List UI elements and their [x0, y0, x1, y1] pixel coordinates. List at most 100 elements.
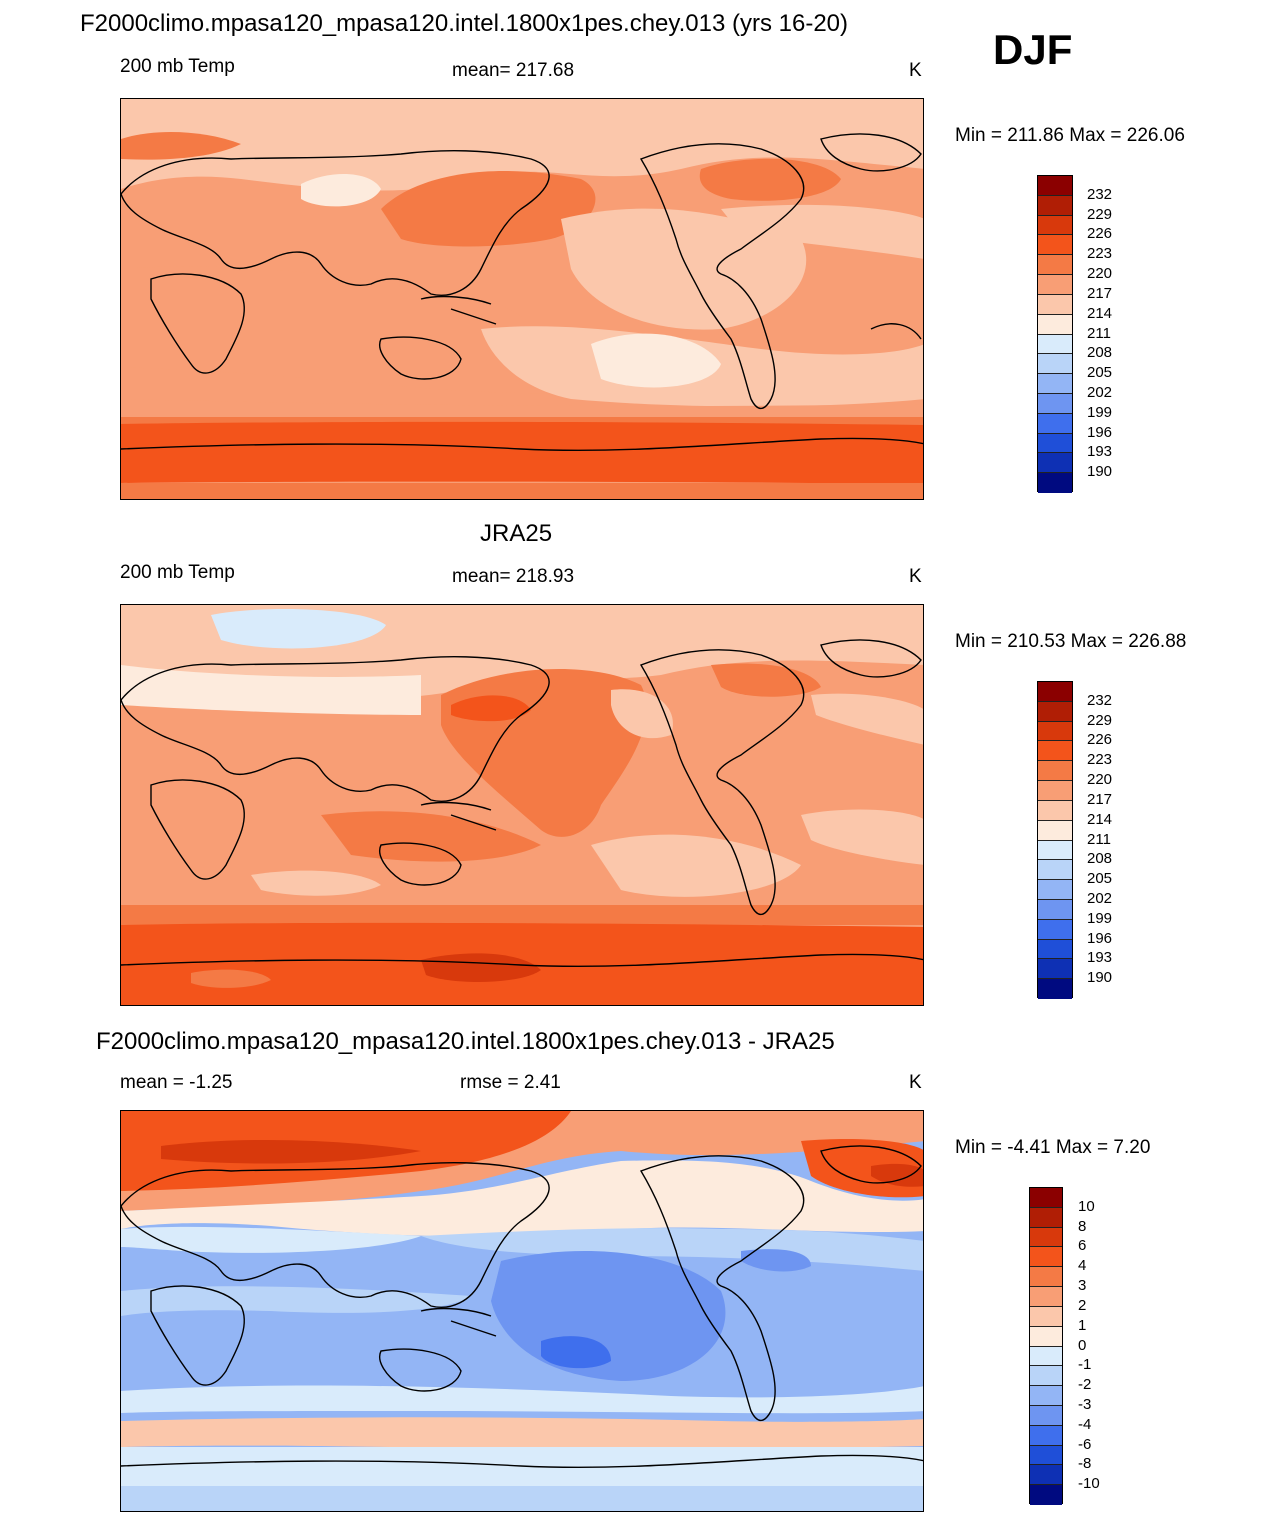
panel3-colorbar-swatch: [1030, 1465, 1062, 1486]
panel3-colorbar-swatch: [1030, 1366, 1062, 1387]
panel3-colorbar-label: 3: [1078, 1277, 1087, 1295]
panel1-colorbar-label: 205: [1087, 364, 1113, 382]
panel2-colorbar-label: 205: [1087, 870, 1113, 888]
panel2-minmax: Min = 210.53 Max = 226.88: [955, 631, 1187, 652]
panel2-colorbar-swatch: [1038, 919, 1072, 940]
panel2-colorbar-swatch: [1038, 899, 1072, 920]
panel1-colorbar-label: 211: [1087, 324, 1111, 342]
panel3-contour-field: [121, 1111, 923, 1511]
panel2-colorbar-label: 214: [1087, 810, 1113, 828]
panel3-colorbar-label: 8: [1078, 1217, 1087, 1235]
panel3-colorbar-swatch: [1030, 1445, 1062, 1466]
panel1-colorbar-label: 202: [1087, 383, 1113, 401]
panel1-colorbar-label: 226: [1087, 225, 1113, 243]
panel2-colorbar-swatch: [1038, 840, 1072, 861]
panel1-colorbar-label: 193: [1087, 443, 1113, 461]
panel2-colorbar-swatch: [1038, 781, 1072, 801]
panel2-colorbar-swatch: [1038, 880, 1072, 900]
panel2-colorbar-swatch: [1038, 820, 1072, 841]
panel1-colorbar-swatch: [1038, 275, 1072, 295]
panel2-colorbar-label: 232: [1087, 691, 1113, 709]
panel3-colorbar-label: -10: [1078, 1475, 1100, 1493]
panel1-colorbar-swatch: [1038, 334, 1072, 355]
panel1-colorbar-swatch: [1038, 374, 1072, 394]
panel1-colorbar-swatch: [1038, 176, 1072, 196]
panel2-contour-field: [121, 605, 923, 1005]
panel3-title: F2000climo.mpasa120_mpasa120.intel.1800x…: [96, 1028, 835, 1055]
panel3-colorbar-label: 6: [1078, 1237, 1087, 1255]
panel3-units-label: K: [909, 1072, 922, 1093]
panel1-colorbar-label: 190: [1087, 463, 1113, 481]
panel3-colorbar-label: -2: [1078, 1376, 1092, 1394]
season-label: DJF: [993, 26, 1073, 73]
panel1-mean-label: mean= 217.68: [452, 60, 575, 81]
panel1-colorbar-label: 220: [1087, 265, 1113, 283]
panel2-colorbar-label: 226: [1087, 731, 1113, 749]
panel2-colorbar-swatch: [1038, 939, 1072, 960]
panel1-colorbar-swatch: [1038, 354, 1072, 375]
panel2-colorbar-label: 211: [1087, 830, 1111, 848]
panel1-colorbar-swatch: [1038, 393, 1072, 414]
panel2-colorbar-label: 208: [1087, 850, 1113, 868]
panel1-colorbar-swatch: [1038, 453, 1072, 474]
panel1-colorbar-swatch: [1038, 413, 1072, 434]
panel3-colorbar-label: -8: [1078, 1455, 1092, 1473]
panel3-colorbar-label: 4: [1078, 1257, 1087, 1275]
panel2-colorbar-label: 193: [1087, 949, 1113, 967]
panel2-colorbar: [1037, 681, 1073, 999]
panel3-colorbar-label: 0: [1078, 1336, 1087, 1354]
panel3-colorbar-swatch: [1030, 1405, 1062, 1426]
panel1-colorbar-label: 229: [1087, 205, 1113, 223]
panel1-colorbar-swatch: [1038, 255, 1072, 276]
panel1-colorbar: [1037, 175, 1073, 493]
panel2-colorbar-swatch: [1038, 979, 1072, 999]
panel1-colorbar-label: 232: [1087, 185, 1113, 203]
panel2-colorbar-label: 223: [1087, 751, 1113, 769]
panel3-rmse-label: rmse = 2.41: [460, 1072, 561, 1093]
panel3-colorbar-swatch: [1030, 1306, 1062, 1327]
panel3-colorbar-swatch: [1030, 1267, 1062, 1288]
panel2-variable-label: 200 mb Temp: [120, 562, 235, 583]
panel2-map: [120, 604, 924, 1006]
panel1-colorbar-label: 214: [1087, 304, 1113, 322]
panel2-mean-label: mean= 218.93: [452, 566, 575, 587]
panel3-map: [120, 1110, 924, 1512]
panel1-colorbar-swatch: [1038, 473, 1072, 493]
panel2-colorbar-swatch: [1038, 800, 1072, 821]
panel3-colorbar-swatch: [1030, 1247, 1062, 1268]
panel3-colorbar-swatch: [1030, 1227, 1062, 1248]
panel2-colorbar-label: 220: [1087, 771, 1113, 789]
panel1-map: [120, 98, 924, 500]
panel2-colorbar-swatch: [1038, 959, 1072, 980]
panel2-colorbar-label: 229: [1087, 711, 1113, 729]
panel3-mean-label: mean = -1.25: [120, 1072, 233, 1093]
panel1-units-label: K: [909, 60, 922, 81]
panel2-colorbar-label: 196: [1087, 929, 1113, 947]
panel2-colorbar-label: 202: [1087, 889, 1113, 907]
panel1-colorbar-label: 223: [1087, 245, 1113, 263]
panel3-colorbar-swatch: [1030, 1346, 1062, 1367]
panel1-colorbar-label: 217: [1087, 284, 1113, 302]
panel3-colorbar-swatch: [1030, 1425, 1062, 1446]
panel2-colorbar-swatch: [1038, 682, 1072, 702]
panel1-title: F2000climo.mpasa120_mpasa120.intel.1800x…: [80, 10, 849, 37]
panel3-colorbar-swatch: [1030, 1287, 1062, 1307]
panel2-colorbar-swatch: [1038, 741, 1072, 762]
panel3-colorbar-swatch: [1030, 1207, 1062, 1228]
panel1-colorbar-swatch: [1038, 195, 1072, 216]
panel2-colorbar-label: 190: [1087, 969, 1113, 987]
panel2-colorbar-label: 199: [1087, 909, 1113, 927]
panel3-colorbar: [1029, 1187, 1063, 1505]
panel2-units-label: K: [909, 566, 922, 587]
panel2-colorbar-swatch: [1038, 701, 1072, 722]
panel2-title: JRA25: [480, 520, 553, 547]
panel1-colorbar-swatch: [1038, 215, 1072, 236]
panel2-colorbar-swatch: [1038, 860, 1072, 881]
panel1-colorbar-swatch: [1038, 235, 1072, 256]
panel3-colorbar-swatch: [1030, 1386, 1062, 1406]
panel1-colorbar-label: 208: [1087, 344, 1113, 362]
panel2-colorbar-label: 217: [1087, 790, 1113, 808]
panel1-contour-field: [121, 99, 923, 499]
panel1-minmax: Min = 211.86 Max = 226.06: [955, 125, 1185, 146]
panel3-colorbar-label: -1: [1078, 1356, 1092, 1374]
